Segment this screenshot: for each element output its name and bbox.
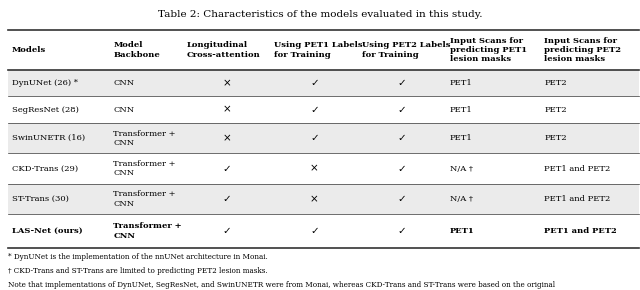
Text: Longitudinal
Cross-attention: Longitudinal Cross-attention bbox=[187, 41, 260, 59]
Text: ✓: ✓ bbox=[310, 78, 319, 88]
Text: PET1: PET1 bbox=[450, 79, 472, 87]
Bar bbox=[8, 123, 639, 153]
Text: ✓: ✓ bbox=[223, 226, 231, 236]
Text: PET1: PET1 bbox=[450, 106, 472, 114]
Text: ✓: ✓ bbox=[223, 164, 231, 174]
Text: ✓: ✓ bbox=[310, 133, 319, 143]
Text: Models: Models bbox=[12, 46, 46, 54]
Text: LAS-Net (ours): LAS-Net (ours) bbox=[12, 227, 82, 235]
Bar bbox=[8, 214, 639, 248]
Text: ✓: ✓ bbox=[397, 78, 406, 88]
Text: ✓: ✓ bbox=[397, 164, 406, 174]
Text: ×: × bbox=[310, 194, 319, 204]
Text: ✓: ✓ bbox=[310, 226, 319, 236]
Text: ×: × bbox=[223, 105, 231, 115]
Text: Using PET2 Labels
for Training: Using PET2 Labels for Training bbox=[362, 41, 451, 59]
Text: PET1 and PET2: PET1 and PET2 bbox=[545, 195, 611, 203]
Text: CNN: CNN bbox=[113, 79, 134, 87]
Text: ✓: ✓ bbox=[223, 194, 231, 204]
Text: PET2: PET2 bbox=[545, 79, 567, 87]
Text: N/A †: N/A † bbox=[450, 165, 473, 173]
Text: Transformer +
CNN: Transformer + CNN bbox=[113, 160, 176, 177]
Text: SegResNet (28): SegResNet (28) bbox=[12, 106, 78, 114]
Text: N/A †: N/A † bbox=[450, 195, 473, 203]
Text: ×: × bbox=[310, 164, 319, 174]
Text: ST-Trans (30): ST-Trans (30) bbox=[12, 195, 68, 203]
Text: Note that implementations of DynUNet, SegResNet, and SwinUNETR were from Monai, : Note that implementations of DynUNet, Se… bbox=[8, 281, 555, 289]
Text: * DynUNet is the implementation of the nnUNet architecture in Monai.: * DynUNet is the implementation of the n… bbox=[8, 253, 268, 261]
Text: Table 2: Characteristics of the models evaluated in this study.: Table 2: Characteristics of the models e… bbox=[157, 10, 483, 19]
Text: DynUNet (26) *: DynUNet (26) * bbox=[12, 79, 77, 87]
Text: Model
Backbone: Model Backbone bbox=[113, 41, 160, 59]
Text: ✓: ✓ bbox=[397, 194, 406, 204]
Text: ✓: ✓ bbox=[397, 133, 406, 143]
Text: ×: × bbox=[223, 78, 231, 88]
Text: PET1 and PET2: PET1 and PET2 bbox=[545, 227, 617, 235]
Text: Transformer +
CNN: Transformer + CNN bbox=[113, 130, 176, 147]
Text: Input Scans for
predicting PET1
lesion masks: Input Scans for predicting PET1 lesion m… bbox=[450, 37, 527, 63]
Text: PET1 and PET2: PET1 and PET2 bbox=[545, 165, 611, 173]
Text: Transformer +
CNN: Transformer + CNN bbox=[113, 191, 176, 208]
Text: PET1: PET1 bbox=[450, 134, 472, 142]
Text: ✓: ✓ bbox=[310, 105, 319, 115]
Text: PET2: PET2 bbox=[545, 134, 567, 142]
Bar bbox=[8, 153, 639, 184]
Text: SwinUNETR (16): SwinUNETR (16) bbox=[12, 134, 84, 142]
Text: CNN: CNN bbox=[113, 106, 134, 114]
Bar bbox=[8, 96, 639, 123]
Text: PET1: PET1 bbox=[450, 227, 474, 235]
Bar bbox=[8, 184, 639, 214]
Bar bbox=[8, 70, 639, 96]
Text: CKD-Trans (29): CKD-Trans (29) bbox=[12, 165, 77, 173]
Text: PET2: PET2 bbox=[545, 106, 567, 114]
Text: ✓: ✓ bbox=[397, 105, 406, 115]
Text: Transformer +
CNN: Transformer + CNN bbox=[113, 222, 182, 240]
Text: ×: × bbox=[223, 133, 231, 143]
Text: Using PET1 Labels
for Training: Using PET1 Labels for Training bbox=[275, 41, 363, 59]
Text: † CKD-Trans and ST-Trans are limited to predicting PET2 lesion masks.: † CKD-Trans and ST-Trans are limited to … bbox=[8, 267, 268, 275]
Text: Input Scans for
predicting PET2
lesion masks: Input Scans for predicting PET2 lesion m… bbox=[545, 37, 621, 63]
Text: ✓: ✓ bbox=[397, 226, 406, 236]
